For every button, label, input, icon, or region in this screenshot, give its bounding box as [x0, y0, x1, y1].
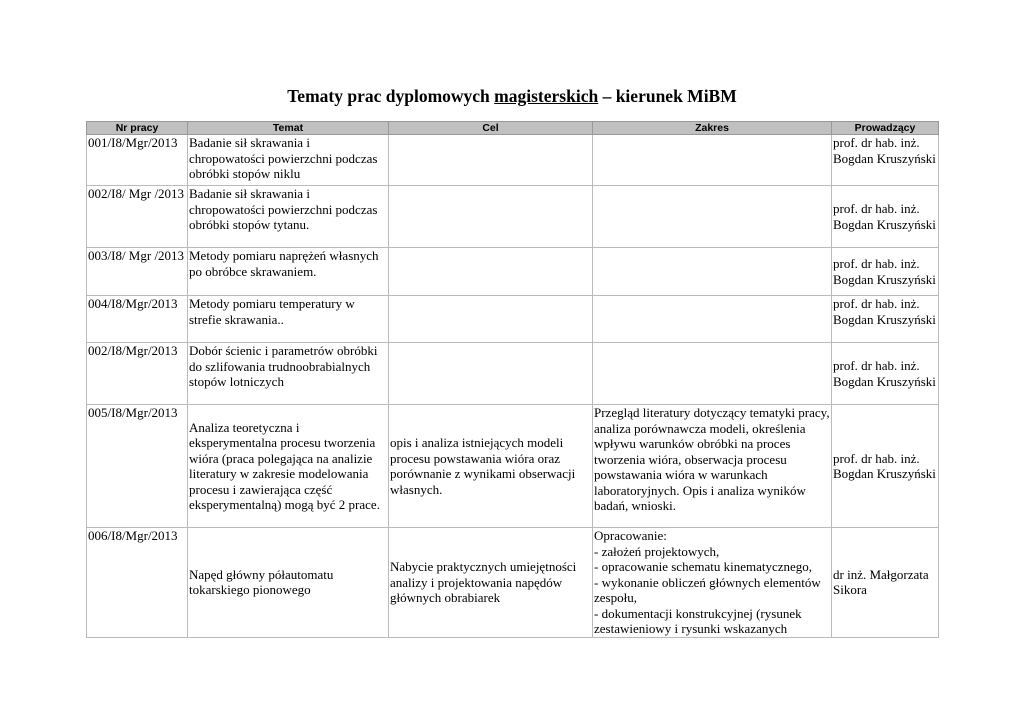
table-row: 004/I8/Mgr/2013 Metody pomiaru temperatur… [86, 295, 939, 343]
nr-cell: 002/I8/ Mgr /2013 [86, 185, 188, 248]
zakres-cell [592, 295, 832, 343]
zakres-cell [592, 342, 832, 405]
title-text: Tematy prac dyplomowych [287, 86, 495, 106]
prowadzacy-cell: prof. dr hab. inż. Bogdan Kruszyński [831, 247, 939, 296]
column-header: Zakres [592, 121, 832, 135]
title-underlined: magisterskich [494, 86, 599, 106]
nr-cell: 003/I8/ Mgr /2013 [86, 247, 188, 296]
nr-cell: 006/I8/Mgr/2013 [86, 527, 188, 638]
temat-cell: Dobór ścienic i parametrów obróbki do sz… [187, 342, 389, 405]
temat-cell: Analiza teoretyczna i eksperymentalna pr… [187, 404, 389, 528]
temat-cell: Badanie sił skrawania i chropowatości po… [187, 134, 389, 186]
zakres-cell: Przegląd literatury dotyczący tematyki p… [592, 404, 832, 528]
cel-cell [388, 185, 593, 248]
theses-table: Nr pracy Temat Cel Zakres Prowadzący 001… [86, 121, 939, 638]
nr-cell: 005/I8/Mgr/2013 [86, 404, 188, 528]
prowadzacy-cell: prof. dr hab. inż. Bogdan Kruszyński [831, 295, 939, 343]
table-row: 002/I8/ Mgr /2013 Badanie sił skrawania i… [86, 185, 939, 248]
zakres-cell [592, 185, 832, 248]
cel-cell: opis i analiza istniejących modeli proce… [388, 404, 593, 528]
temat-cell: Metody pomiaru naprężeń własnych po obró… [187, 247, 389, 296]
temat-cell: Metody pomiaru temperatury w strefie skr… [187, 295, 389, 343]
cel-cell [388, 342, 593, 405]
prowadzacy-cell: prof. dr hab. inż. Bogdan Kruszyński [831, 342, 939, 405]
cel-cell [388, 247, 593, 296]
temat-cell: Badanie sił skrawania i chropowatości po… [187, 185, 389, 248]
table-row: 003/I8/ Mgr /2013 Metody pomiaru naprężeń… [86, 247, 939, 296]
cel-cell: Nabycie praktycznych umiejętności analiz… [388, 527, 593, 638]
nr-cell: 001/I8/Mgr/2013 [86, 134, 188, 186]
cel-cell [388, 295, 593, 343]
title-text-end: – kierunek MiBM [598, 86, 737, 106]
nr-cell: 002/I8/Mgr/2013 [86, 342, 188, 405]
prowadzacy-cell: prof. dr hab. inż. Bogdan Kruszyński [831, 404, 939, 528]
cel-cell [388, 134, 593, 186]
zakres-cell: Opracowanie: - założeń projektowych, - o… [592, 527, 832, 638]
table-row: 006/I8/Mgr/2013 Napęd główny półautomatu … [86, 527, 939, 638]
prowadzacy-cell: prof. dr hab. inż. Bogdan Kruszyński [831, 185, 939, 248]
column-header: Cel [388, 121, 593, 135]
column-header: Nr pracy [86, 121, 188, 135]
prowadzacy-cell: dr inż. Małgorzata Sikora [831, 527, 939, 638]
zakres-cell [592, 134, 832, 186]
table-row: 005/I8/Mgr/2013 Analiza teoretyczna i eks… [86, 404, 939, 528]
column-header: Prowadzący [831, 121, 939, 135]
column-header: Temat [187, 121, 389, 135]
prowadzacy-cell: prof. dr hab. inż. Bogdan Kruszyński [831, 134, 939, 186]
zakres-cell [592, 247, 832, 296]
table-header: Nr pracy Temat Cel Zakres Prowadzący [86, 121, 939, 135]
table-row: 002/I8/Mgr/2013 Dobór ścienic i parametró… [86, 342, 939, 405]
nr-cell: 004/I8/Mgr/2013 [86, 295, 188, 343]
temat-cell: Napęd główny półautomatu tokarskiego pio… [187, 527, 389, 638]
page-title: Tematy prac dyplomowych magisterskich – … [0, 86, 1024, 107]
table-row: 001/I8/Mgr/2013 Badanie sił skrawania i c… [86, 134, 939, 186]
